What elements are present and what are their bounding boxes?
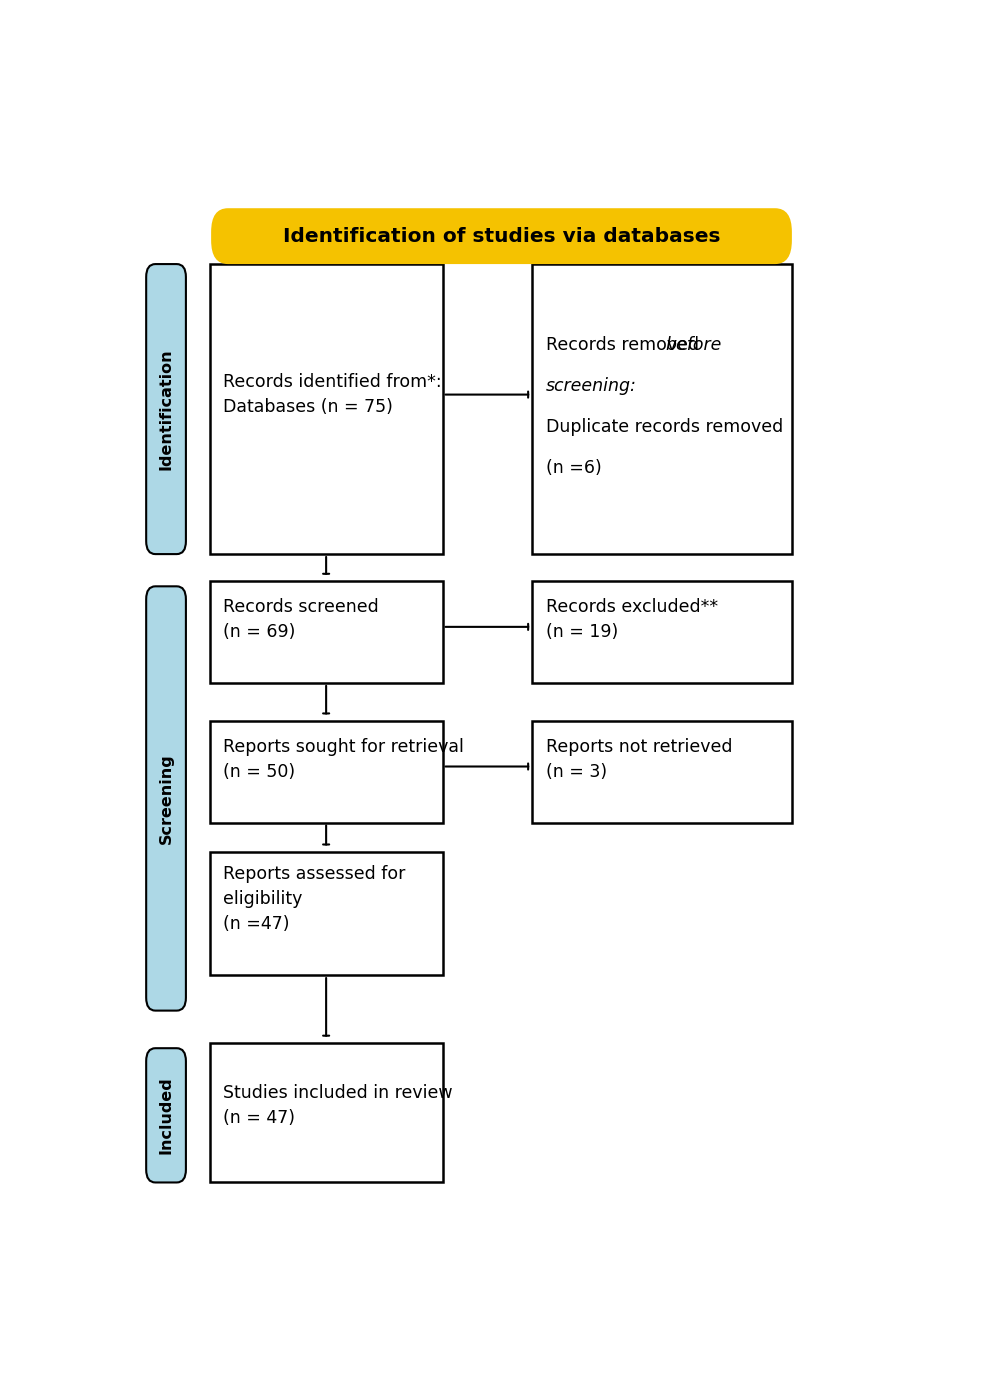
Text: Records screened
(n = 69): Records screened (n = 69) — [224, 598, 379, 642]
Text: Studies included in review
(n = 47): Studies included in review (n = 47) — [224, 1084, 453, 1127]
FancyBboxPatch shape — [146, 586, 186, 1010]
Text: before: before — [665, 336, 722, 354]
Text: Identification: Identification — [159, 349, 174, 470]
Text: Included: Included — [159, 1077, 174, 1154]
FancyBboxPatch shape — [211, 208, 792, 264]
Text: Reports not retrieved
(n = 3): Reports not retrieved (n = 3) — [546, 738, 733, 781]
Bar — [210, 721, 443, 823]
FancyBboxPatch shape — [146, 1048, 186, 1183]
Text: Records identified from*:
Databases (n = 75): Records identified from*: Databases (n =… — [224, 372, 442, 416]
Text: Reports assessed for
eligibility
(n =47): Reports assessed for eligibility (n =47) — [224, 865, 405, 933]
Text: Identification of studies via databases: Identification of studies via databases — [283, 226, 720, 246]
Bar — [210, 851, 443, 975]
Text: Duplicate records removed: Duplicate records removed — [546, 418, 783, 435]
Bar — [532, 580, 792, 684]
Text: Screening: Screening — [159, 753, 174, 844]
Text: Records excluded**
(n = 19): Records excluded** (n = 19) — [546, 598, 718, 642]
Text: screening:: screening: — [546, 377, 637, 395]
Bar — [210, 580, 443, 684]
Text: Reports sought for retrieval
(n = 50): Reports sought for retrieval (n = 50) — [224, 738, 464, 781]
Bar — [532, 721, 792, 823]
Bar — [210, 264, 443, 554]
Text: (n =6): (n =6) — [546, 459, 601, 477]
Bar — [532, 264, 792, 554]
FancyBboxPatch shape — [146, 264, 186, 554]
Bar — [210, 1043, 443, 1183]
Text: Records removed: Records removed — [546, 336, 704, 354]
